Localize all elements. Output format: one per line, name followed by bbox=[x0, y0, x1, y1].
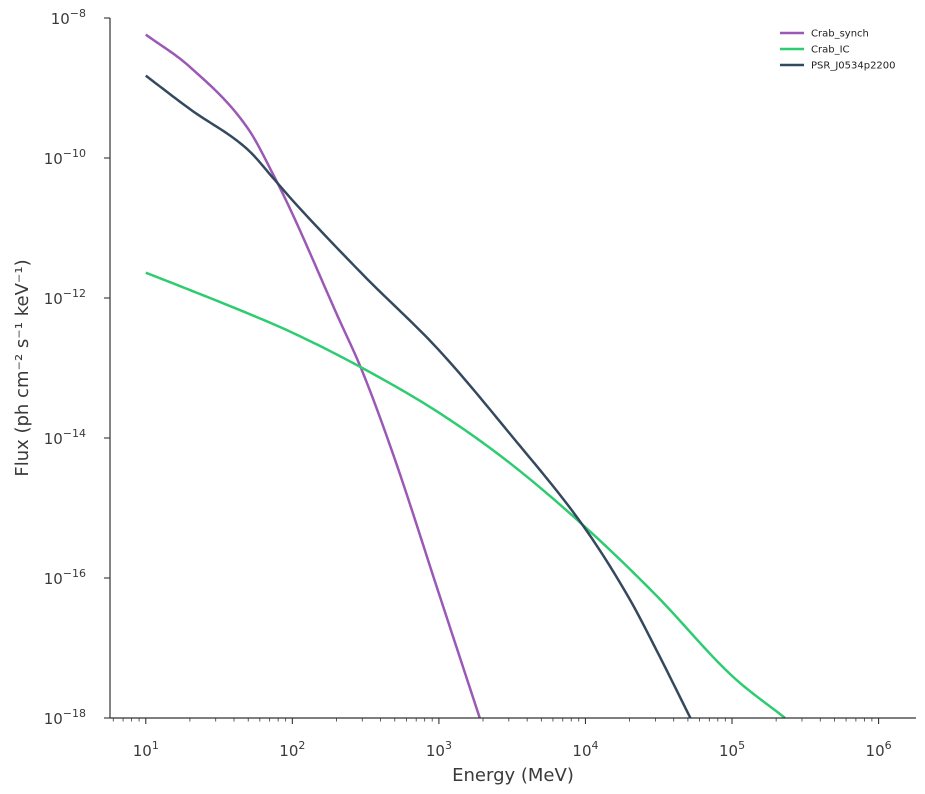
x-tick-exp: 1 bbox=[152, 739, 159, 752]
y-tick-exp: −12 bbox=[63, 287, 86, 300]
y-tick-label: 10−12 bbox=[44, 287, 86, 308]
ticks-layer: 101 102 103 104 105 10610−1810−1610−1410−1210… bbox=[44, 7, 892, 760]
x-tick-label: 102 bbox=[279, 739, 305, 760]
x-tick-label: 101 bbox=[133, 739, 159, 760]
y-tick-base: 10 bbox=[44, 430, 63, 448]
y-tick-base: 10 bbox=[44, 150, 63, 168]
y-tick-base: 10 bbox=[44, 710, 63, 728]
x-tick-base: 10 bbox=[866, 742, 885, 760]
y-tick-base: 10 bbox=[44, 570, 63, 588]
x-tick-base: 10 bbox=[133, 742, 152, 760]
series-layer bbox=[145, 33, 786, 719]
y-tick-label: 10−18 bbox=[44, 707, 86, 728]
x-tick-base: 10 bbox=[719, 742, 738, 760]
x-tick-label: 105 bbox=[719, 739, 745, 760]
x-tick-exp: 2 bbox=[298, 739, 305, 752]
y-tick-exp: −14 bbox=[63, 427, 86, 440]
y-tick-base: 10 bbox=[44, 290, 63, 308]
x-tick-exp: 6 bbox=[885, 739, 892, 752]
series-line-Crab_IC bbox=[145, 271, 786, 719]
x-tick-base: 10 bbox=[426, 742, 445, 760]
y-tick-label: 10−16 bbox=[44, 567, 86, 588]
legend-label-Crab_IC: Crab_IC bbox=[811, 45, 850, 56]
y-tick-base: 10 bbox=[51, 10, 70, 28]
y-tick-exp: −16 bbox=[63, 567, 86, 580]
y-tick-exp: −10 bbox=[63, 147, 86, 160]
x-tick-exp: 4 bbox=[592, 739, 599, 752]
legend-label-Crab_synch: Crab_synch bbox=[811, 29, 869, 40]
x-tick-label: 104 bbox=[572, 739, 598, 760]
axes-layer bbox=[109, 18, 916, 719]
legend: Crab_synch Crab_IC PSR_J0534p2200 bbox=[780, 29, 896, 72]
x-tick-label: 106 bbox=[866, 739, 892, 760]
y-tick-exp: −18 bbox=[63, 707, 86, 720]
x-axis-title: Energy (MeV) bbox=[452, 765, 574, 786]
series-line-Crab_synch bbox=[145, 33, 481, 719]
x-tick-base: 10 bbox=[572, 742, 591, 760]
series-line-PSR_J0534p2200 bbox=[145, 74, 692, 719]
y-tick-label: 10−14 bbox=[44, 427, 86, 448]
y-tick-label: 10−8 bbox=[51, 7, 86, 28]
y-axis-title: Flux (ph cm⁻² s⁻¹ keV⁻¹) bbox=[12, 259, 33, 476]
x-tick-label: 103 bbox=[426, 739, 452, 760]
x-tick-exp: 3 bbox=[445, 739, 452, 752]
x-tick-base: 10 bbox=[279, 742, 298, 760]
y-tick-label: 10−10 bbox=[44, 147, 86, 168]
x-tick-exp: 5 bbox=[738, 739, 745, 752]
y-tick-exp: −8 bbox=[70, 7, 86, 20]
legend-label-PSR_J0534p2200: PSR_J0534p2200 bbox=[811, 61, 896, 72]
